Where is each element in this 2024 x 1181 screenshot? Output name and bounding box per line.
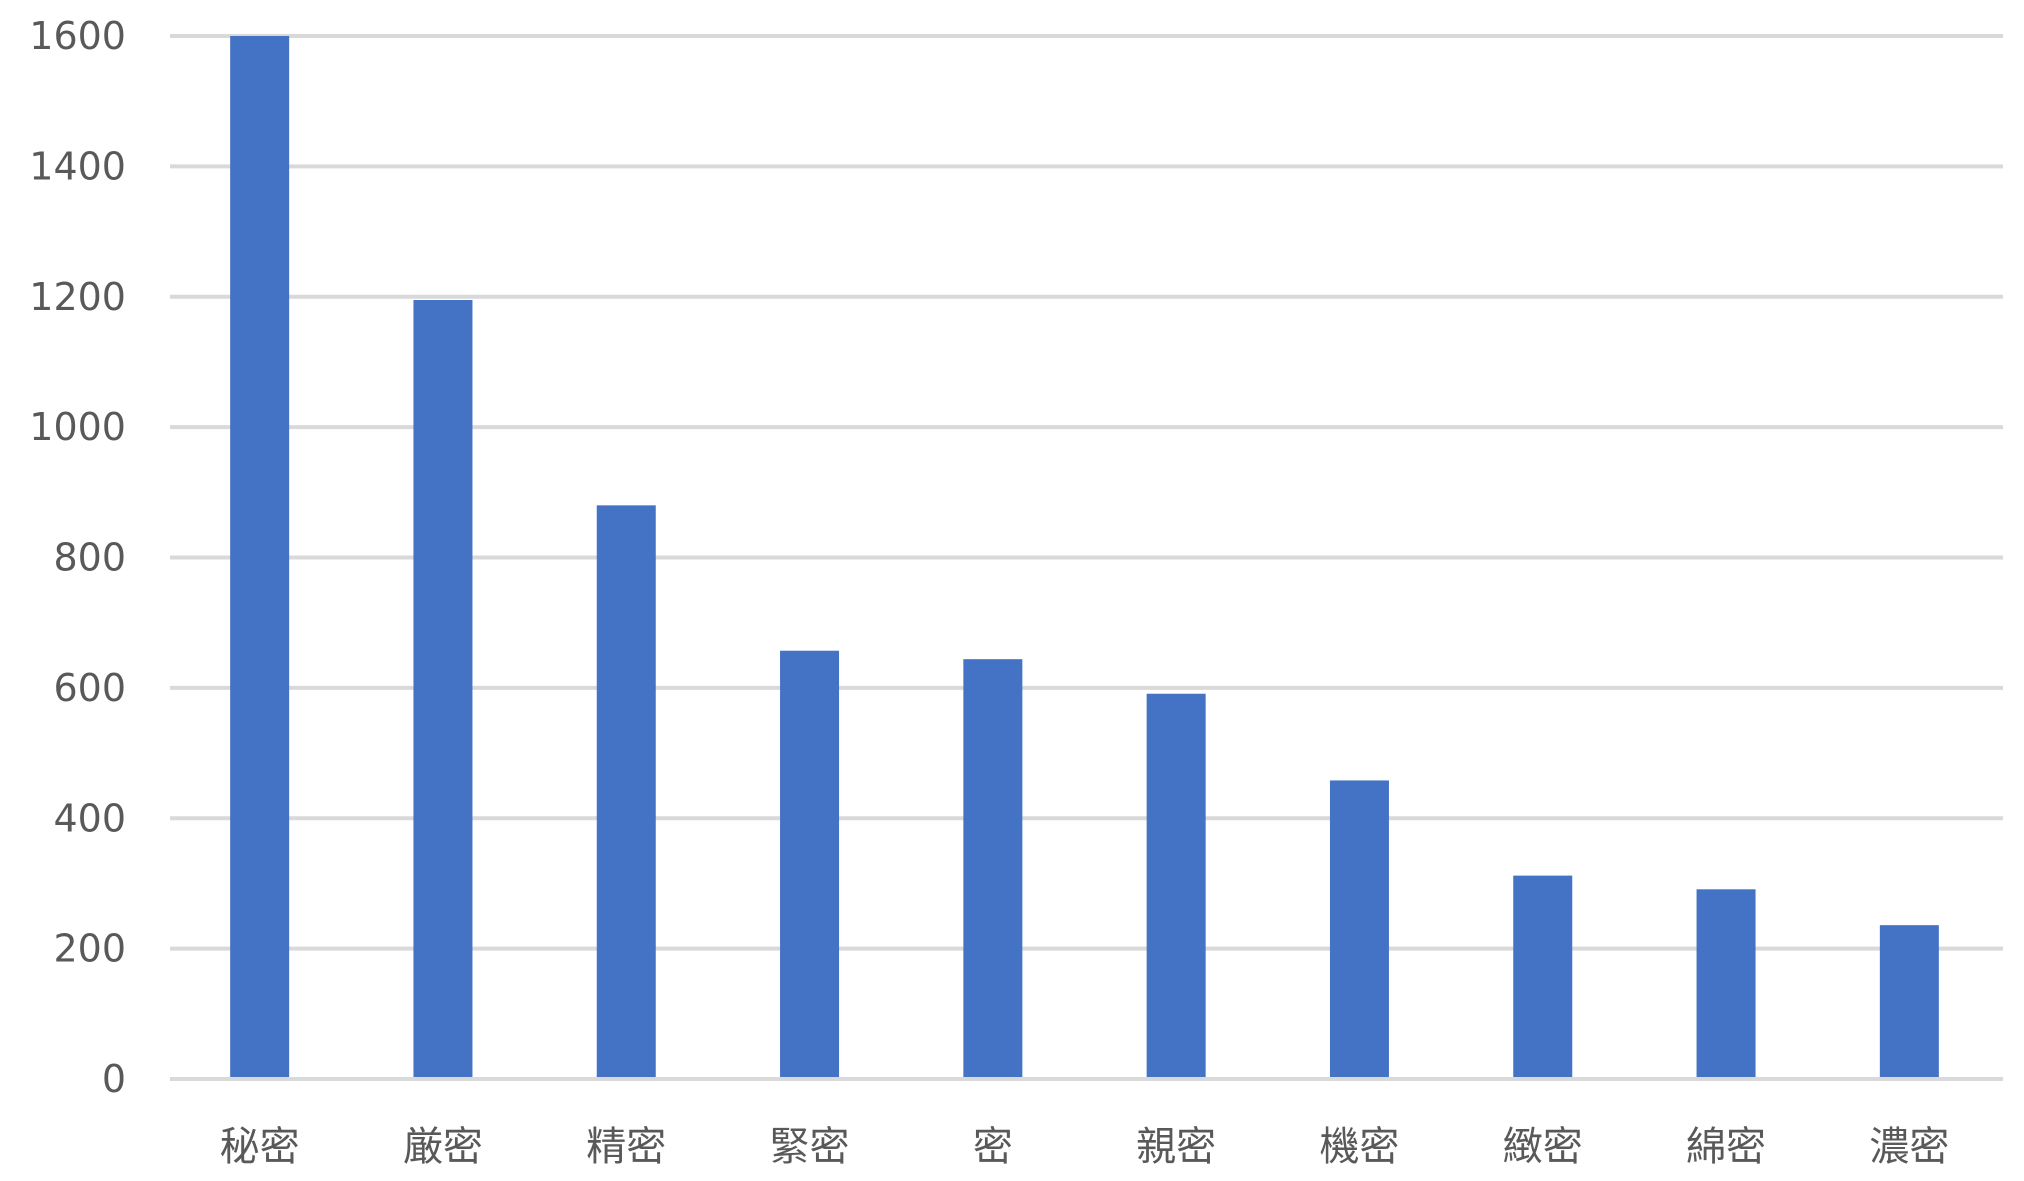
x-category-label: 厳密 — [403, 1124, 483, 1170]
x-category-label: 精密 — [586, 1124, 666, 1170]
bar-5 — [963, 659, 1023, 1077]
x-category-label: 綿密 — [1686, 1124, 1766, 1170]
bar-2 — [413, 300, 473, 1077]
x-category-label: 密 — [973, 1124, 1013, 1170]
y-tick-label: 0 — [102, 1057, 126, 1101]
x-category-label: 機密 — [1319, 1124, 1399, 1170]
y-tick-label: 400 — [53, 796, 126, 840]
y-axis-tick-labels: 0 200 400 600 800 1000 1200 1400 1600 — [29, 14, 126, 1101]
y-tick-label: 1600 — [29, 14, 126, 58]
bar-10 — [1879, 925, 1939, 1077]
x-category-label: 緻密 — [1503, 1124, 1583, 1170]
y-tick-label: 1000 — [29, 405, 126, 449]
bars — [230, 36, 1939, 1078]
bar-7 — [1329, 780, 1389, 1077]
bar-3 — [596, 505, 656, 1078]
y-tick-label: 1200 — [29, 275, 126, 319]
x-category-label: 濃密 — [1869, 1124, 1949, 1170]
x-category-label: 秘密 — [220, 1124, 300, 1170]
bar-6 — [1146, 693, 1206, 1077]
y-tick-label: 200 — [53, 927, 126, 971]
x-category-label: 親密 — [1136, 1124, 1216, 1170]
bar-1 — [230, 36, 290, 1077]
y-tick-label: 600 — [53, 666, 126, 710]
x-category-label: 緊密 — [770, 1124, 850, 1170]
gridlines — [170, 34, 2003, 1081]
bar-4 — [780, 650, 840, 1077]
bar-8 — [1513, 875, 1573, 1077]
x-axis-category-labels: 秘密 厳密 精密 緊密 密 親密 機密 緻密 綿密 濃密 — [220, 1124, 1950, 1170]
y-tick-label: 800 — [53, 536, 126, 580]
bar-9 — [1696, 889, 1756, 1077]
y-tick-label: 1400 — [29, 144, 126, 188]
